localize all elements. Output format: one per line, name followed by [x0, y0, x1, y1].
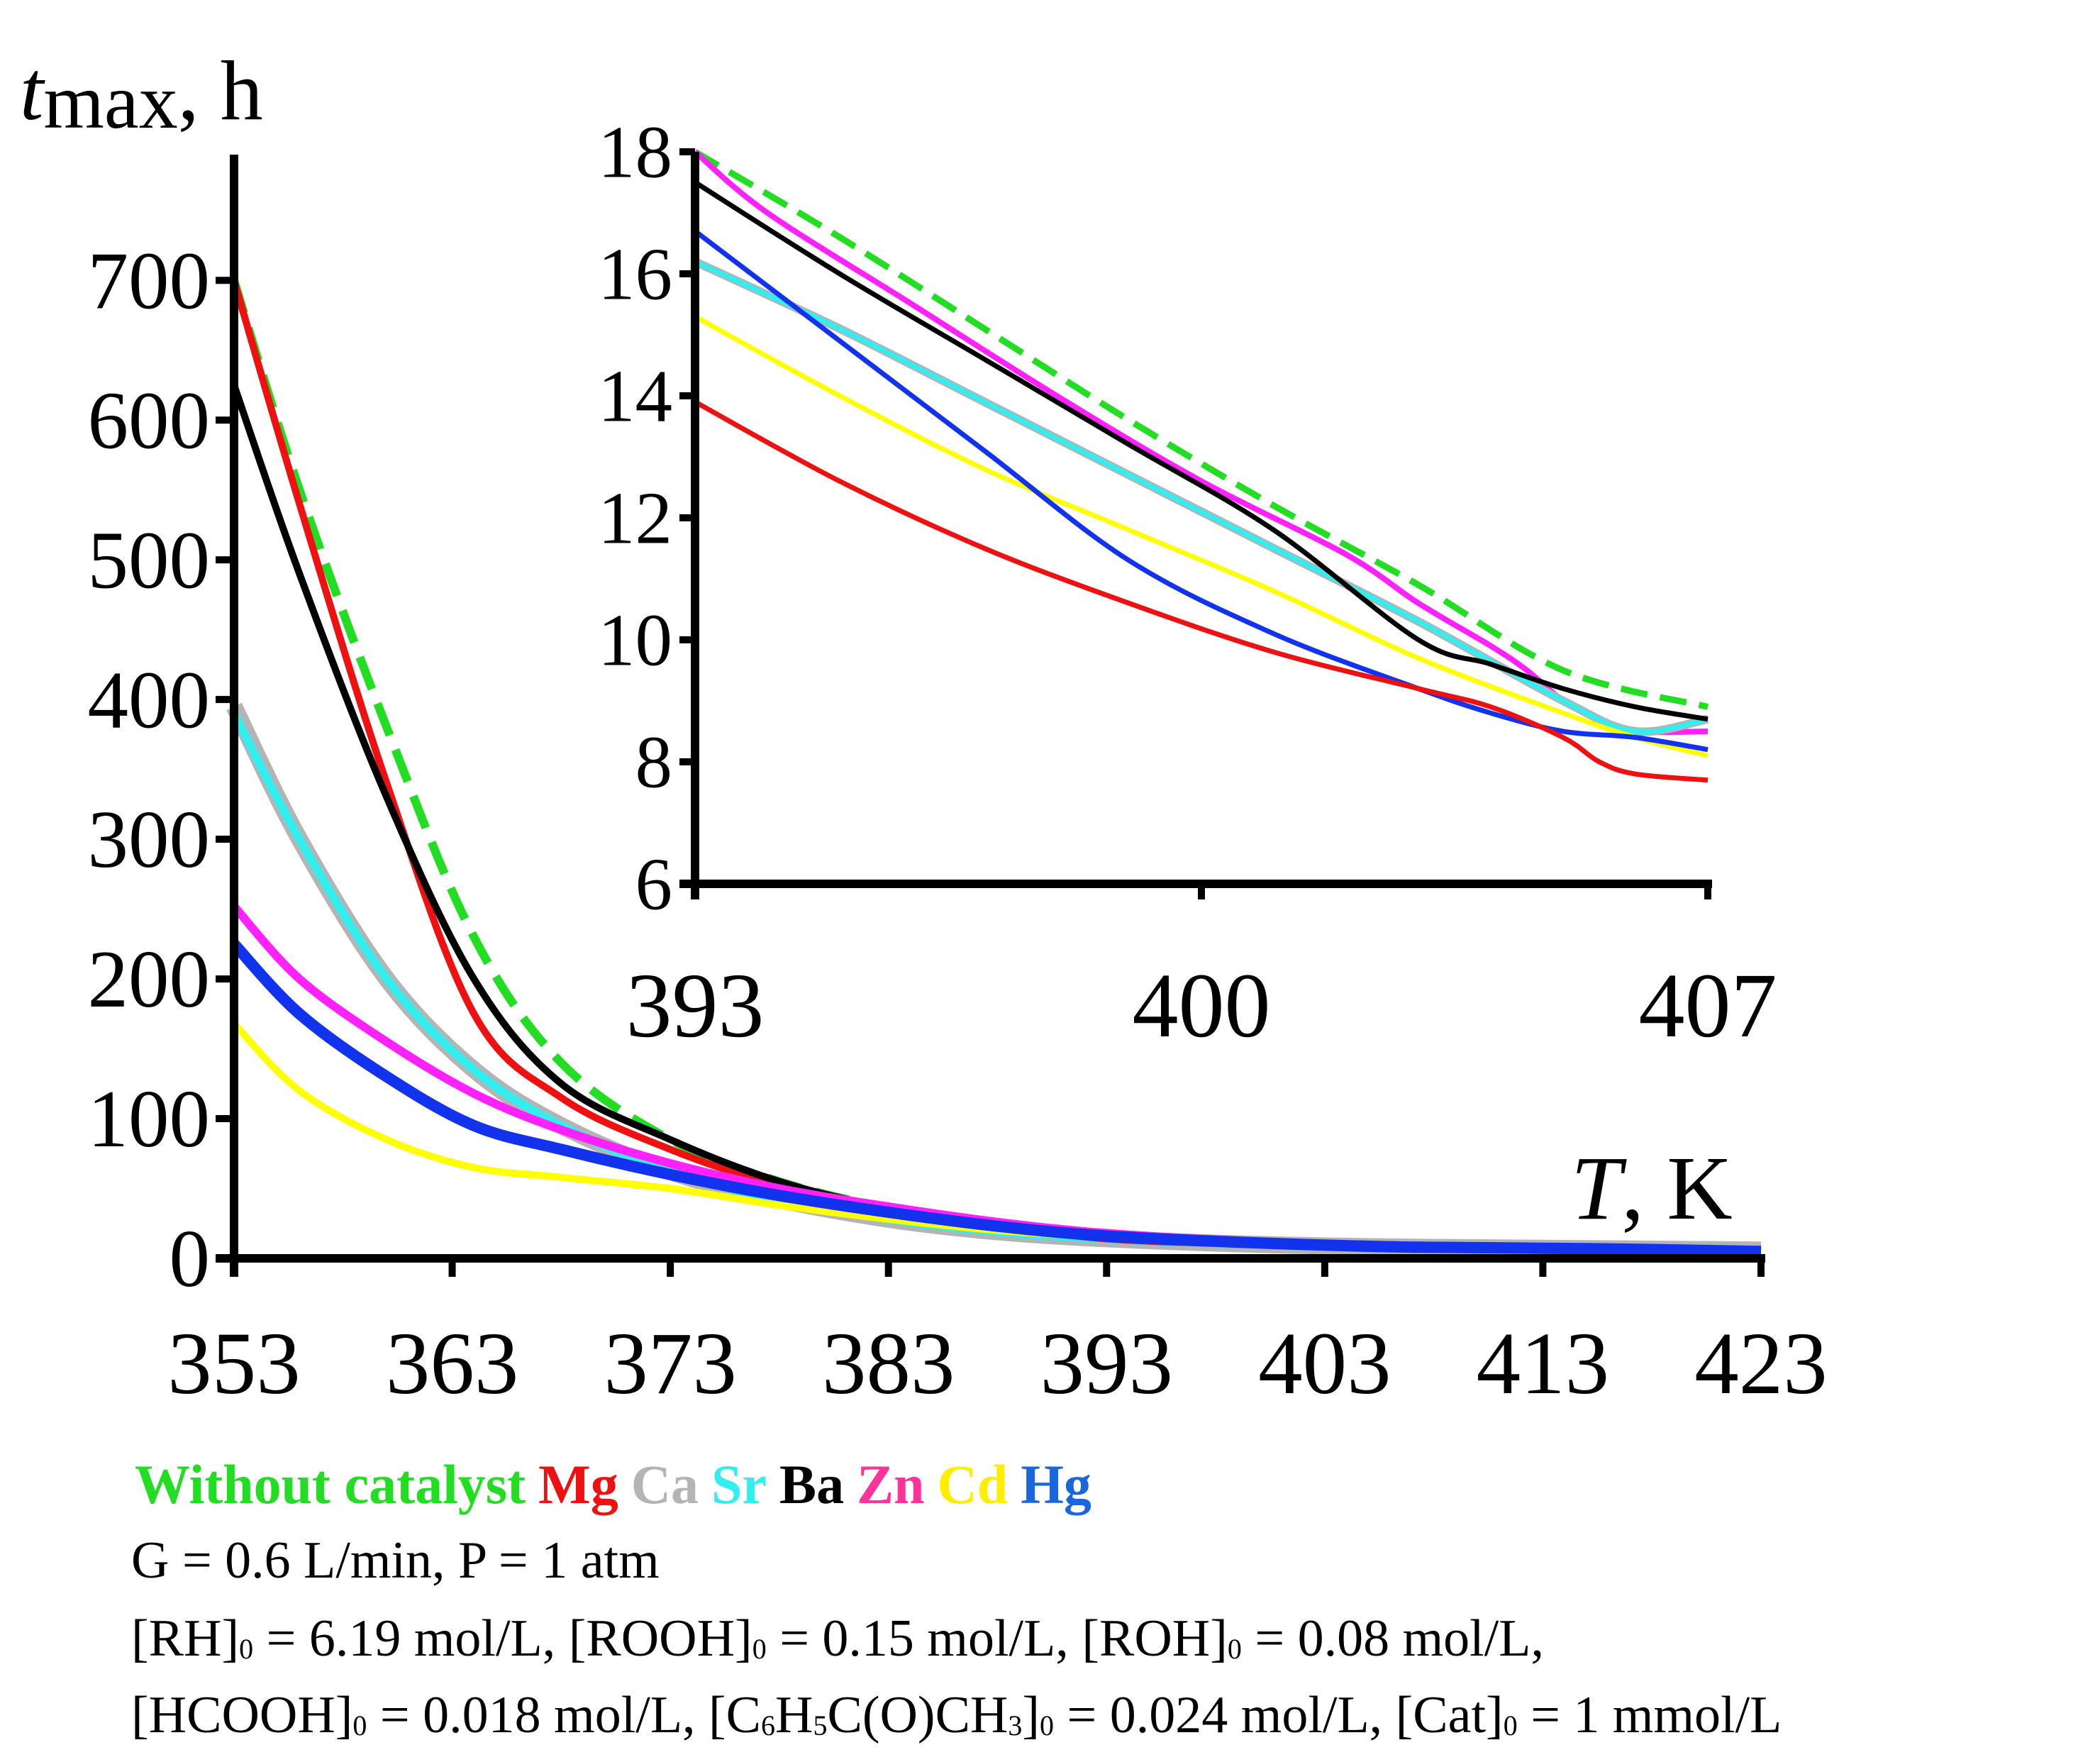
main-x-tick-label: 393 — [1040, 1315, 1174, 1413]
acetophenone-part: ] — [1022, 1686, 1040, 1744]
main-y-tick-label: 100 — [88, 1074, 211, 1164]
legend-item-ba: Ba — [779, 1453, 845, 1515]
inset-y-tick-label: 8 — [635, 721, 673, 804]
y-axis-subscript: max — [43, 58, 177, 145]
x-axis-symbol: T — [1571, 1138, 1627, 1239]
conditions-line-2: [RH]0 = 6.19 mol/L, [ROOH]0 = 0.15 mol/L… — [131, 1609, 1544, 1669]
subscript-zero: 0 — [1503, 1710, 1518, 1741]
main-x-tick-label: 413 — [1477, 1315, 1610, 1413]
legend-item-ca: Ca — [630, 1453, 699, 1515]
legend-item-sr: Sr — [711, 1453, 767, 1515]
inset-series-line-ba — [694, 180, 1709, 722]
subscript-3: 3 — [1008, 1710, 1023, 1741]
subscript-zero: 0 — [752, 1633, 767, 1665]
inset-axes: 6 8 10 12 14 16 18 393 400 407 — [598, 111, 1777, 1057]
inset-series — [693, 149, 1709, 783]
main-x-tick-label: 363 — [386, 1315, 519, 1413]
legend: Without catalyst Mg Ca Sr Ba Zn Cd Hg — [135, 1453, 1104, 1517]
y-axis-title: tmax, h — [20, 43, 263, 145]
inset-y-tick-label: 6 — [635, 843, 673, 926]
inset-x-tick-label: 400 — [1133, 955, 1271, 1057]
main-y-tick-label: 700 — [88, 236, 211, 326]
chart: 0 100 200 300 400 500 600 700 353 363 373 383 393 403… — [20, 43, 1828, 1413]
roh-value: = 0.08 mol/L, — [1241, 1609, 1544, 1668]
acetophenone-part: C(O)CH — [827, 1686, 1009, 1744]
inset-x-tick-label: 393 — [626, 955, 765, 1057]
inset-chart: 6 8 10 12 14 16 18 393 400 407 — [598, 111, 1777, 1057]
hcooh-value: = 0.018 mol/L, — [367, 1686, 709, 1744]
inset-x-tick-label: 407 — [1639, 955, 1777, 1057]
subscript-zero: 0 — [239, 1633, 254, 1665]
subscript-zero: 0 — [1040, 1710, 1055, 1741]
y-axis-unit: , h — [178, 43, 263, 138]
main-x-tick-label: 383 — [822, 1315, 955, 1413]
legend-item-mg: Mg — [538, 1453, 618, 1515]
inset-y-tick-label: 18 — [598, 111, 672, 194]
x-axis-title: T, K — [1571, 1138, 1733, 1239]
main-series-line-mg — [230, 279, 1762, 1254]
subscript-zero: 0 — [1227, 1633, 1242, 1665]
inset-series-line-hg — [693, 229, 1709, 753]
main-x-tick-label: 423 — [1694, 1315, 1828, 1413]
legend-item-zn: Zn — [857, 1453, 925, 1515]
main-axes: 0 100 200 300 400 500 600 700 353 363 373 383 393 403… — [88, 155, 1828, 1413]
roh-label: [ROH] — [1082, 1609, 1228, 1668]
main-series-line-sr — [230, 711, 1762, 1255]
main-x-tick-label: 373 — [604, 1315, 737, 1413]
main-series-line-without-catalyst — [230, 279, 1762, 1255]
rooh-value: = 0.15 mol/L, — [766, 1609, 1082, 1668]
hcooh-label: [HCOOH] — [131, 1686, 353, 1744]
inset-y-tick-label: 14 — [598, 355, 672, 438]
cat-label: [Cat] — [1395, 1686, 1504, 1744]
x-axis-unit: , K — [1621, 1138, 1732, 1239]
acetophenone-value: = 0.024 mol/L, — [1054, 1686, 1396, 1744]
inset-y-tick-label: 10 — [598, 599, 672, 682]
legend-item-hg: Hg — [1021, 1453, 1091, 1515]
rh-value: = 6.19 mol/L, — [253, 1609, 569, 1668]
subscript-5: 5 — [813, 1710, 828, 1741]
inset-series-line-mg — [694, 399, 1709, 783]
main-y-tick-label: 400 — [88, 655, 211, 745]
acetophenone-part: H — [775, 1686, 813, 1744]
inset-series-line-without-catalyst — [693, 149, 1709, 710]
main-x-tick-label: 403 — [1258, 1315, 1391, 1413]
rh-label: [RH] — [131, 1609, 240, 1668]
rooh-label: [ROOH] — [568, 1609, 752, 1668]
main-chart: 0 100 200 300 400 500 600 700 353 363 373 383 393 403… — [88, 155, 1828, 1413]
subscript-zero: 0 — [352, 1710, 367, 1741]
cat-value: = 1 mmol/L — [1517, 1686, 1782, 1744]
inset-series-line-cd — [694, 314, 1709, 758]
inset-series-line-sr — [694, 259, 1709, 735]
legend-item-cd: Cd — [937, 1453, 1009, 1515]
main-series-line-hg — [230, 940, 1762, 1258]
main-y-tick-label: 0 — [170, 1214, 211, 1304]
inset-y-tick-label: 16 — [598, 233, 672, 316]
main-y-tick-label: 600 — [88, 375, 211, 465]
acetophenone-part: [C — [709, 1686, 762, 1744]
subscript-6: 6 — [761, 1710, 776, 1741]
inset-y-tick-label: 12 — [598, 477, 672, 560]
conditions-line-3: [HCOOH]0 = 0.018 mol/L, [C6H5C(O)CH3]0 =… — [131, 1685, 1782, 1746]
main-y-tick-label: 300 — [88, 794, 211, 885]
main-y-tick-label: 200 — [88, 934, 211, 1024]
conditions-line-1: G = 0.6 L/min, P = 1 atm — [131, 1531, 660, 1590]
legend-item-without-catalyst: Without catalyst — [135, 1453, 526, 1515]
main-y-tick-label: 500 — [88, 515, 211, 605]
main-x-tick-label: 353 — [167, 1315, 301, 1413]
y-axis-symbol: t — [20, 43, 45, 138]
main-series — [226, 279, 1762, 1259]
